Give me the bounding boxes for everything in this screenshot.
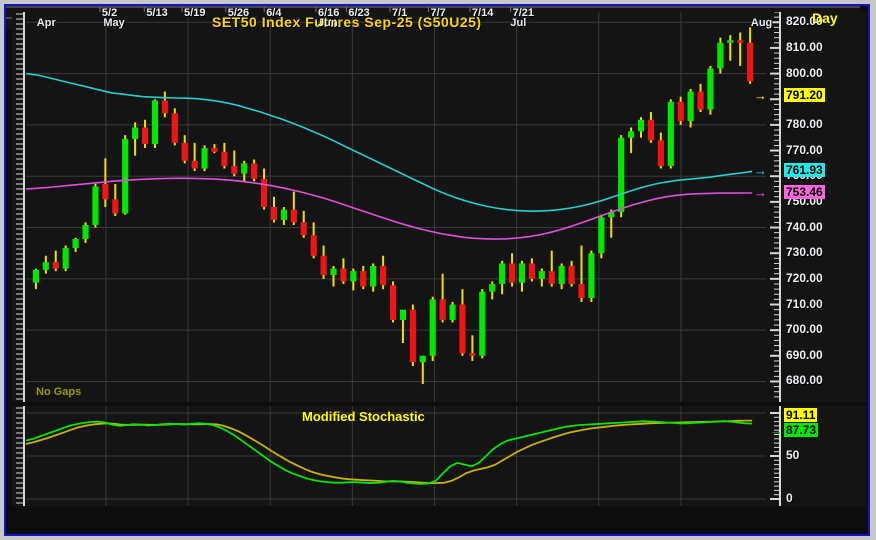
date-tick-label: 7/21 — [512, 7, 535, 19]
price-tick-label: 770.00 — [786, 142, 823, 157]
last-price-callout: 791.20 — [784, 88, 825, 103]
price-tick-label: 740.00 — [786, 219, 823, 234]
stochastic-axis-ticks — [770, 406, 781, 506]
month-label: Aug — [750, 17, 773, 29]
stochastic-tick-label: 0 — [786, 491, 793, 505]
month-label: Jul — [510, 17, 527, 29]
price-tick-label: 680.00 — [786, 373, 823, 388]
date-tick-label: 7/7 — [430, 7, 446, 19]
month-label: May — [103, 17, 125, 29]
date-tick-label: 5/19 — [184, 7, 206, 19]
date-tick-label: 7/1 — [392, 7, 408, 19]
no-gaps-label: No Gaps — [36, 386, 82, 398]
date-tick-label: 5/2 — [101, 7, 118, 19]
price-tick-label: 720.00 — [786, 270, 823, 285]
price-tick-label: 820.00 — [786, 14, 823, 29]
stochastic-plot-area[interactable] — [26, 406, 766, 506]
price-marker-arrow: → — [754, 184, 767, 200]
month-label: Jun — [318, 17, 338, 29]
stochastic-tick-label: 50 — [786, 448, 800, 462]
date-tick-label: 6/16 — [318, 7, 340, 19]
date-tick-label: 6/23 — [348, 7, 370, 19]
price-tick-label: 780.00 — [786, 116, 823, 131]
stochastic-title: Modified Stochastic — [302, 409, 425, 424]
price-plot-area[interactable] — [26, 12, 766, 402]
stochastic-lines — [26, 406, 766, 506]
stochastic-left-tick-rail — [16, 406, 25, 506]
date-tick-label: 5/26 — [227, 7, 250, 19]
stochastic-fast-callout: 87.73 — [784, 423, 819, 437]
stochastic-panel[interactable]: 50 0 91.11 87.73 → Modified Stochastic — [12, 406, 866, 506]
month-label: Apr — [36, 17, 56, 29]
chart-title: SET50 Index Futures Sep-25 (S50U25) — [212, 14, 482, 30]
chart-frame: 820.00810.00800.00790.00780.00770.00760.… — [4, 4, 870, 536]
price-tick-label: 710.00 — [786, 296, 823, 311]
price-axis-right: 820.00810.00800.00790.00780.00770.00760.… — [754, 12, 866, 402]
price-tick-label: 730.00 — [786, 245, 823, 260]
stochastic-slow-callout: 91.11 — [784, 408, 818, 422]
price-tick-label: 700.00 — [786, 322, 823, 337]
price-tick-label: 800.00 — [786, 65, 823, 80]
price-left-tick-rail — [16, 12, 25, 402]
stochastic-axis-right: 50 0 91.11 87.73 → — [768, 406, 866, 506]
candlestick-chart — [26, 12, 766, 402]
date-tick-label: 7/14 — [471, 7, 494, 19]
ma-slow-callout: 753.46 — [784, 184, 825, 199]
date-tick-label: 5/13 — [146, 7, 168, 19]
date-tick-label: 6/4 — [266, 7, 282, 19]
stochastic-marker-arrow: → — [770, 423, 783, 438]
price-panel[interactable]: 820.00810.00800.00790.00780.00770.00760.… — [12, 12, 866, 402]
price-marker-arrow: → — [754, 163, 767, 179]
price-marker-arrow: → — [754, 88, 767, 104]
interval-label: Day — [812, 10, 838, 26]
ma-fast-callout: 761.93 — [784, 163, 825, 178]
price-tick-label: 690.00 — [786, 347, 823, 362]
price-axis-ticks — [770, 12, 781, 402]
price-tick-label: 810.00 — [786, 39, 823, 54]
